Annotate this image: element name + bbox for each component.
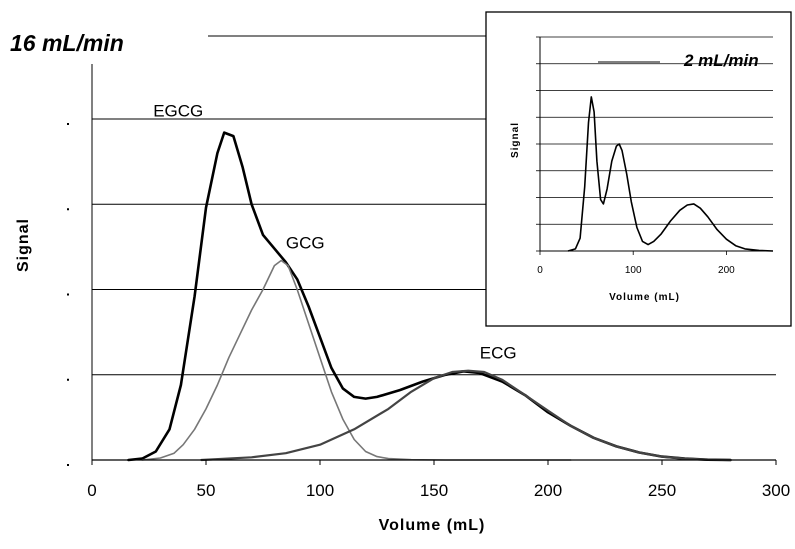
inset-y-axis-title: Signal [510, 122, 521, 158]
inset-x-axis-title: Volume (mL) [609, 292, 680, 303]
inset-gridlines [540, 36, 773, 225]
main-series-gcg [141, 259, 572, 461]
main-y-tick-mark [67, 378, 69, 381]
main-x-tick-label-50: 50 [197, 481, 216, 500]
inset-series-group [567, 96, 774, 252]
main-series-group [127, 131, 732, 462]
inset-x-tick-label-200: 200 [718, 265, 735, 276]
main-peak-labels: EGCG GCG ECG [153, 102, 516, 363]
main-y-tick-mark [67, 123, 69, 125]
main-plot: 0 50 100 150 200 250 300 Volume (mL) Signal 16… [10, 30, 790, 534]
peak-label-egcg: EGCG [153, 102, 203, 121]
main-x-tick-label-200: 200 [534, 481, 562, 500]
inset-flow-rate-label: 2 mL/min [683, 51, 759, 70]
inset-chart: 0 100 200 Volume (mL) Signal 2 mL/min [485, 11, 792, 327]
inset-x-ticks: 0 100 200 [537, 251, 735, 276]
main-x-tick-label-150: 150 [420, 481, 448, 500]
inset-y-ticks [536, 36, 540, 252]
inset-series-line [567, 96, 774, 252]
main-flow-rate-label: 16 mL/min [10, 30, 124, 56]
main-series-ecg [200, 369, 732, 462]
main-x-tick-label-250: 250 [648, 481, 676, 500]
main-y-tick-mark [67, 208, 69, 211]
main-x-axis-title: Volume (mL) [379, 517, 486, 534]
main-x-ticks: 0 50 100 150 200 250 300 [87, 460, 790, 500]
main-y-tick-mark [67, 464, 69, 466]
main-x-tick-label-0: 0 [87, 481, 96, 500]
main-y-tick-mark [67, 293, 69, 296]
inset-frame [485, 11, 792, 327]
main-y-ticks [67, 123, 69, 466]
inset-x-tick-label-100: 100 [625, 265, 642, 276]
peak-label-ecg: ECG [480, 344, 517, 363]
main-x-tick-label-300: 300 [762, 481, 790, 500]
inset-x-tick-label-0: 0 [537, 265, 543, 276]
peak-label-gcg: GCG [286, 234, 325, 253]
main-x-tick-label-100: 100 [306, 481, 334, 500]
main-y-axis-title: Signal [15, 218, 32, 272]
